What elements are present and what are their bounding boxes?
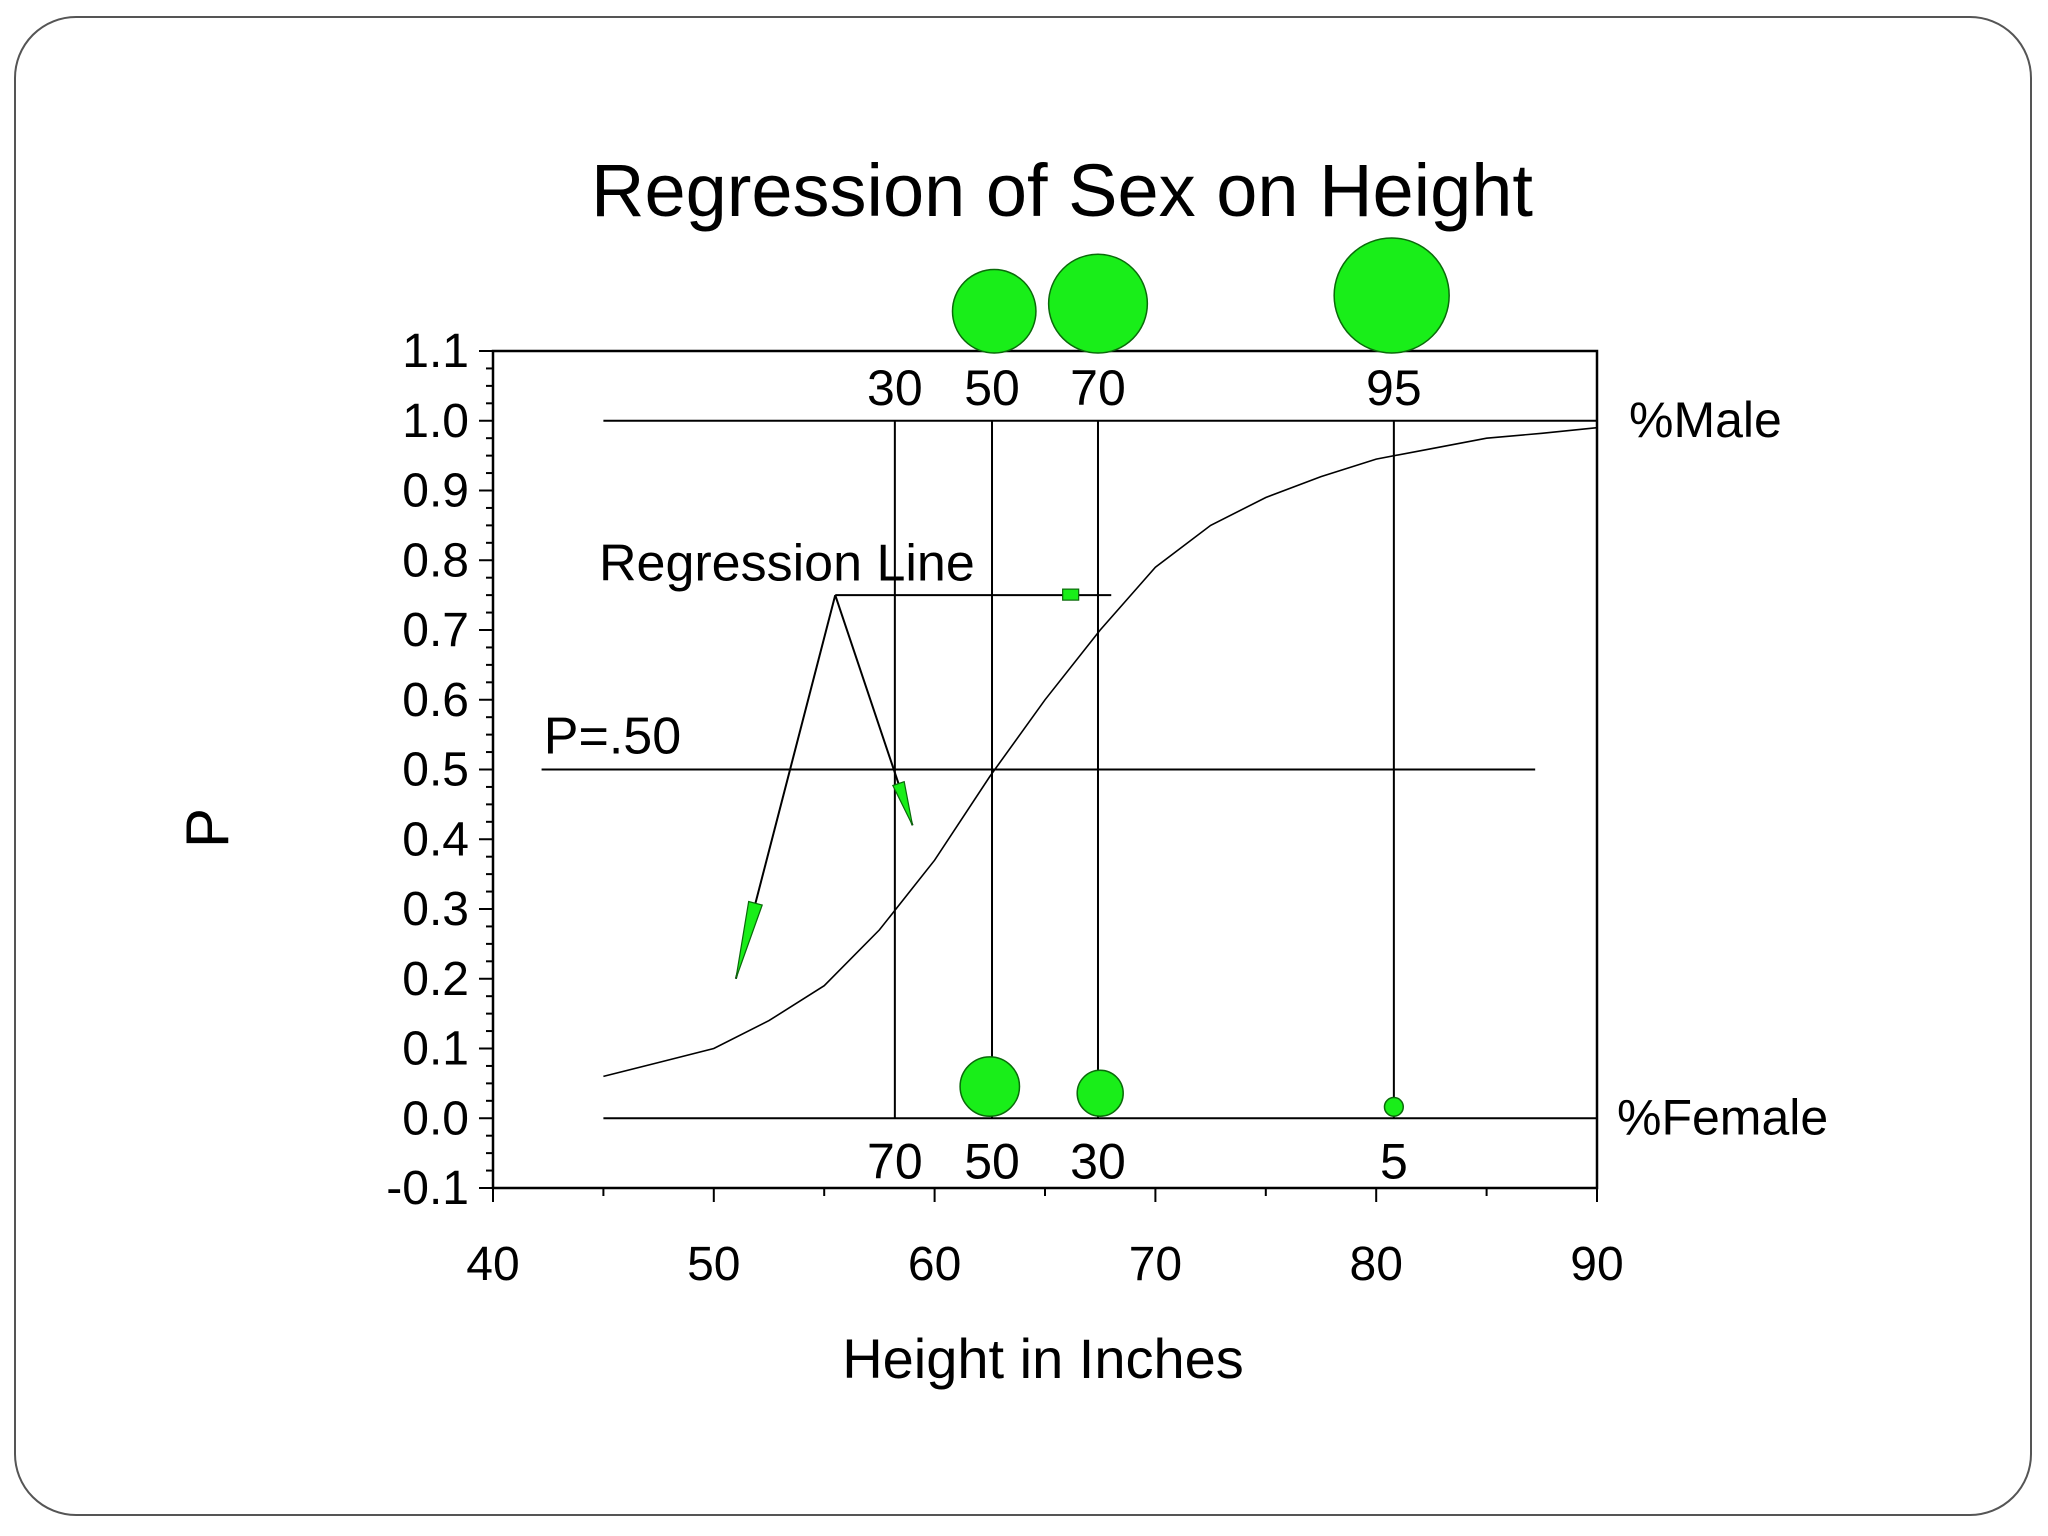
female-percent-label: 30: [1070, 1133, 1126, 1189]
y-tick-label: 0.0: [402, 1092, 469, 1145]
slide-frame: [14, 16, 2032, 1516]
y-tick-label: 0.7: [402, 604, 469, 657]
reference-lines: [541, 419, 1597, 1120]
arrowhead-right: [891, 780, 914, 826]
male-bubble: [1333, 237, 1450, 354]
y-tick-label: 0.4: [402, 813, 469, 866]
male-bubble: [1047, 253, 1149, 354]
y-tick-label: -0.1: [386, 1162, 469, 1215]
annotation-group: Regression Line: [599, 534, 1112, 980]
labels: %Male %Female P=.50 30 70 50 50 70 30 95 5: [544, 360, 1828, 1190]
arrowhead-left: [735, 900, 763, 979]
x-axis-label: Height in Inches: [842, 1327, 1244, 1390]
p50-label: P=.50: [544, 708, 681, 766]
y-tick-label: 0.1: [402, 1023, 469, 1076]
male-percent-label: 50: [964, 360, 1020, 416]
male-label: %Male: [1629, 392, 1782, 448]
percent-lines: [893, 420, 1395, 1119]
male-bubble: [951, 268, 1037, 354]
y-tick-label: 1.0: [402, 395, 469, 448]
male-percent-label: 30: [867, 360, 923, 416]
x-tick-label: 60: [908, 1238, 961, 1291]
female-bubble: [959, 1056, 1021, 1117]
x-tick-label: 70: [1129, 1238, 1182, 1291]
y-tick-label: 0.9: [402, 465, 469, 518]
y-tick-label: 0.8: [402, 534, 469, 587]
female-label: %Female: [1617, 1089, 1828, 1145]
plot-axes: -0.1 0.0 0.1 0.2 0.3 0.4 0.5 0.6 0.7 0.8 0.9 1.0 1.1…: [386, 325, 1623, 1291]
y-axis-label: P: [174, 808, 241, 848]
regression-curve-group: [603, 426, 1598, 1078]
regression-curve: [603, 426, 1598, 1078]
female-bubble: [1383, 1096, 1405, 1118]
arrowhead-top: [1062, 588, 1080, 601]
female-percent-label: 5: [1380, 1133, 1408, 1189]
chart-title: Regression of Sex on Height: [591, 149, 1533, 232]
x-tick-label: 40: [466, 1238, 519, 1291]
y-tick-label: 1.1: [402, 325, 469, 378]
male-percent-label: 95: [1366, 360, 1422, 416]
y-tick-label: 0.5: [402, 744, 469, 797]
female-percent-label: 50: [964, 1133, 1020, 1189]
male-percent-label: 70: [1070, 360, 1126, 416]
x-tick-label: 80: [1350, 1238, 1403, 1291]
regression-line-label: Regression Line: [599, 534, 975, 592]
y-tick-label: 0.3: [402, 883, 469, 936]
female-bubble: [1076, 1069, 1124, 1117]
female-percent-label: 70: [867, 1133, 923, 1189]
bubbles: [951, 237, 1450, 1118]
x-tick-label: 90: [1570, 1238, 1623, 1291]
y-tick-label: 0.2: [402, 953, 469, 1006]
x-tick-label: 50: [687, 1238, 740, 1291]
y-tick-label: 0.6: [402, 674, 469, 727]
